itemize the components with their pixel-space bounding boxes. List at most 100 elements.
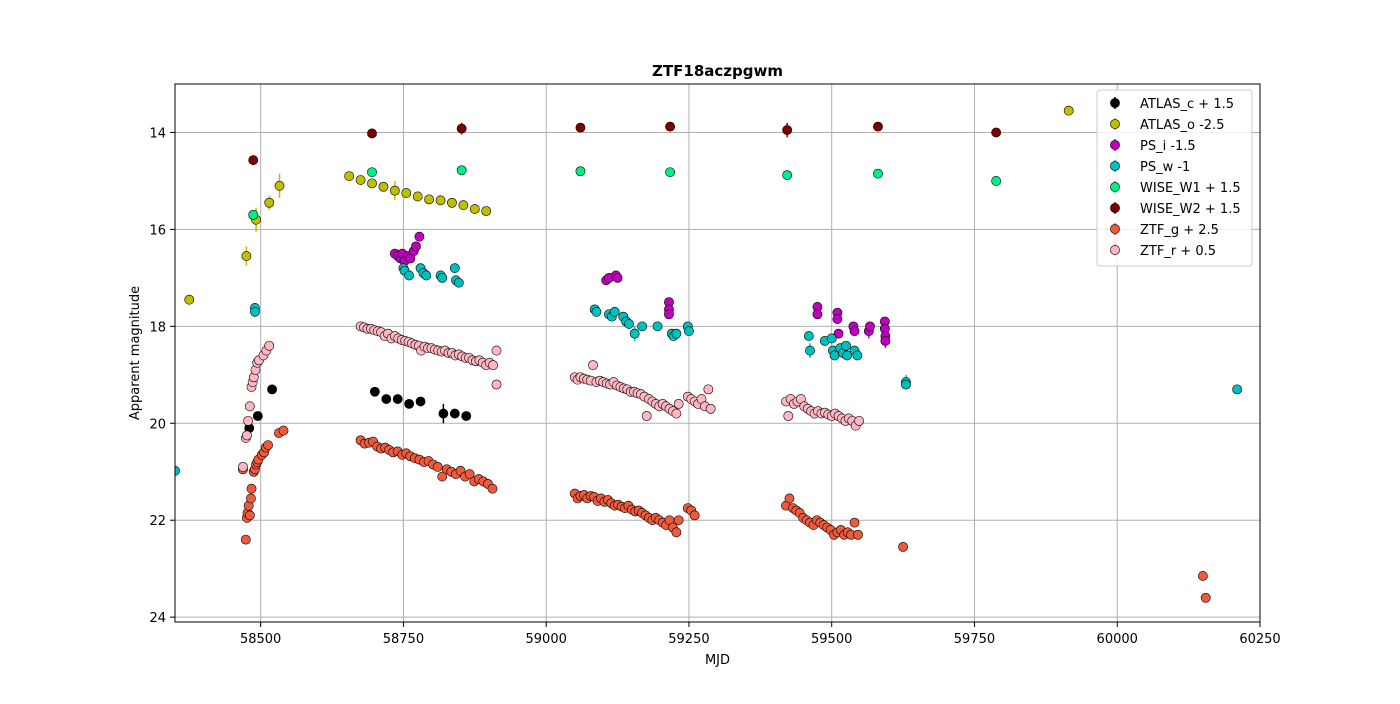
data-point <box>421 270 432 281</box>
legend: ATLAS_c + 1.5 ATLAS_o -2.5 PS_i -1.5 PS_w -… <box>1096 89 1253 267</box>
data-point <box>241 251 252 261</box>
series-ps-i-1-5 <box>389 231 891 349</box>
data-point <box>415 396 426 407</box>
series-atlas-o-2-5 <box>184 105 1074 305</box>
grid-lines <box>175 84 1260 622</box>
data-point <box>238 462 248 472</box>
data-point <box>381 394 392 404</box>
legend-box <box>1096 89 1253 267</box>
data-point <box>461 411 472 421</box>
series-wise-w1-1-5 <box>248 165 1002 220</box>
data-point <box>491 379 502 390</box>
x-tick-label: 58500 <box>240 632 281 647</box>
data-point <box>671 527 682 538</box>
data-point <box>432 462 443 472</box>
data-point <box>487 483 498 494</box>
x-tick-label: 60000 <box>1097 632 1138 647</box>
data-point <box>873 121 883 132</box>
data-point <box>369 386 380 397</box>
y-tick-label: 22 <box>149 514 166 529</box>
data-point <box>250 306 260 317</box>
data-point <box>1063 105 1074 116</box>
data-point <box>246 493 256 504</box>
data-point <box>689 510 700 521</box>
x-axis-label: MJD <box>705 653 730 668</box>
data-point <box>805 345 815 356</box>
data-point <box>464 469 475 480</box>
data-point <box>575 166 586 177</box>
data-point <box>652 321 663 332</box>
y-axis-label: Apparent magnitude <box>128 286 143 420</box>
legend-label: ATLAS_c + 1.5 <box>1140 97 1234 112</box>
legend-label: WISE_W2 + 1.5 <box>1140 202 1241 217</box>
data-point <box>378 181 389 192</box>
data-point <box>624 319 634 329</box>
data-point <box>991 127 1002 138</box>
legend-marker <box>1110 98 1120 108</box>
data-point <box>684 326 694 337</box>
data-point <box>641 411 652 421</box>
data-point <box>456 123 467 134</box>
legend-marker <box>1110 182 1120 192</box>
data-point <box>264 197 275 208</box>
data-point <box>412 191 423 202</box>
data-point <box>1200 592 1211 603</box>
data-point <box>246 483 257 494</box>
data-point <box>852 350 863 361</box>
series-atlas-c-1-5 <box>244 384 472 434</box>
chart-title: ZTF18aczpgwm <box>652 62 783 80</box>
data-point <box>248 155 259 165</box>
data-point <box>401 188 412 198</box>
data-point <box>841 340 851 351</box>
data-point <box>469 204 480 214</box>
data-point <box>449 408 460 419</box>
data-point <box>414 231 425 242</box>
data-point <box>901 379 911 390</box>
y-tick-label: 16 <box>149 223 166 238</box>
series-wise-w2-1-5 <box>248 121 1002 165</box>
data-point <box>1232 384 1243 395</box>
data-point <box>849 326 860 337</box>
legend-marker <box>1110 245 1120 255</box>
data-point <box>488 360 498 371</box>
data-point <box>609 306 620 317</box>
data-point <box>267 384 277 395</box>
data-point <box>404 270 415 281</box>
legend-label: ATLAS_o -2.5 <box>1140 118 1224 133</box>
data-point <box>880 335 891 346</box>
data-point <box>175 465 180 476</box>
data-points <box>175 105 1243 603</box>
data-point <box>264 340 275 351</box>
x-tick-label: 60250 <box>1239 632 1280 647</box>
x-tick-label: 59250 <box>668 632 709 647</box>
data-point <box>612 272 623 283</box>
legend-label: PS_w -1 <box>1140 160 1190 175</box>
legend-label: ZTF_g + 2.5 <box>1140 223 1219 238</box>
data-point <box>437 272 448 283</box>
data-point <box>854 415 865 426</box>
data-point <box>849 517 860 528</box>
legend-label: PS_i -1.5 <box>1140 139 1196 154</box>
data-point <box>453 277 464 288</box>
x-tick-label: 59500 <box>811 632 852 647</box>
x-tick-label: 59750 <box>954 632 995 647</box>
legend-marker <box>1110 119 1120 129</box>
data-point <box>673 515 684 526</box>
data-point <box>842 350 853 361</box>
y-tick-label: 18 <box>149 320 166 335</box>
data-point <box>991 176 1002 186</box>
x-tick-label: 58750 <box>383 632 424 647</box>
y-tick-label: 14 <box>149 126 166 141</box>
data-point <box>575 122 586 133</box>
data-point <box>664 309 674 320</box>
data-point <box>671 408 682 419</box>
data-point <box>456 165 467 176</box>
data-point <box>673 398 684 409</box>
data-point <box>248 209 259 220</box>
data-point <box>392 394 403 404</box>
plot-frame <box>174 83 1261 623</box>
data-point <box>263 440 273 450</box>
data-point <box>826 333 837 344</box>
